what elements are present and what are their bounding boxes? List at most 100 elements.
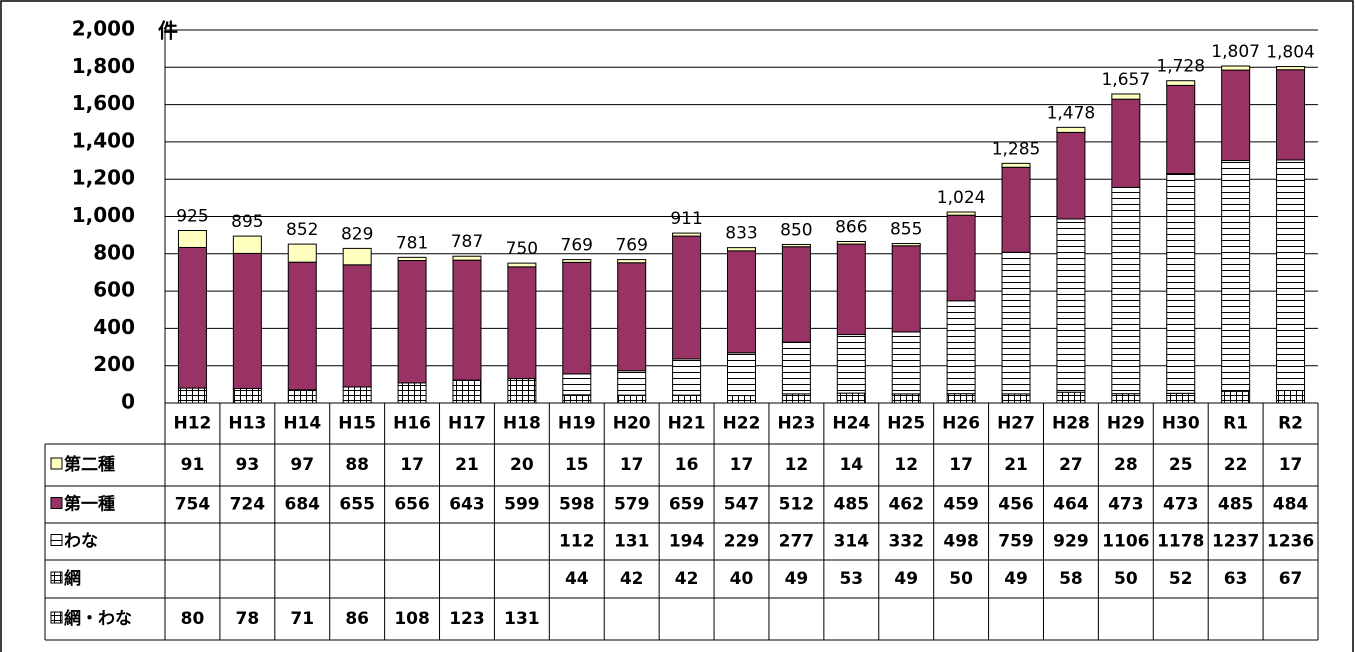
bar-segment bbox=[1111, 93, 1141, 100]
x-tick-label: H30 bbox=[1162, 414, 1200, 434]
table-cell: 22 bbox=[1224, 455, 1248, 475]
total-label: 769 bbox=[561, 236, 593, 256]
bar-segment bbox=[1276, 159, 1306, 392]
table-cell: 40 bbox=[730, 569, 754, 589]
bar-segment bbox=[891, 331, 921, 395]
bar-segment bbox=[672, 358, 702, 396]
bar-segment bbox=[781, 246, 811, 343]
total-label: 850 bbox=[780, 220, 812, 240]
bar-segment bbox=[232, 387, 262, 404]
x-tick-label: H15 bbox=[338, 414, 376, 434]
bar-segment bbox=[1276, 66, 1306, 71]
legend-swatch bbox=[50, 497, 63, 509]
bar-segment bbox=[617, 262, 647, 372]
table-cell: 58 bbox=[1059, 569, 1083, 589]
bar-segment bbox=[452, 255, 482, 261]
bar-segment bbox=[836, 240, 866, 245]
bar-segment bbox=[1001, 162, 1031, 168]
bar-segment bbox=[177, 246, 207, 389]
bar-segment bbox=[177, 229, 207, 248]
legend-label: 第一種 bbox=[64, 494, 115, 515]
table-cell: 659 bbox=[669, 495, 705, 515]
x-tick-label: H29 bbox=[1107, 414, 1145, 434]
x-tick-label: H25 bbox=[887, 414, 925, 434]
table-cell: 314 bbox=[834, 532, 870, 552]
bar-segment bbox=[397, 382, 427, 404]
table-cell: 108 bbox=[394, 609, 430, 629]
table-cell: 17 bbox=[1279, 455, 1303, 475]
table-cell: 1236 bbox=[1267, 532, 1314, 552]
bar-segment bbox=[617, 370, 647, 396]
table-cell: 112 bbox=[559, 532, 595, 552]
table-cell: 579 bbox=[614, 495, 650, 515]
table-cell: 1178 bbox=[1157, 532, 1204, 552]
table-cell: 14 bbox=[839, 455, 863, 475]
table-cell: 1237 bbox=[1212, 532, 1259, 552]
table-cell: 17 bbox=[620, 455, 644, 475]
total-label: 911 bbox=[670, 209, 702, 229]
table-cell: 42 bbox=[675, 569, 699, 589]
table-cell: 598 bbox=[559, 495, 595, 515]
bar-segment bbox=[1166, 84, 1196, 175]
table-cell: 456 bbox=[998, 495, 1034, 515]
bar-segment bbox=[1221, 65, 1251, 71]
table-cell: 49 bbox=[785, 569, 809, 589]
bar-segment bbox=[946, 300, 976, 395]
table-cell: 229 bbox=[724, 532, 760, 552]
total-label: 1,807 bbox=[1211, 42, 1260, 62]
table-cell: 93 bbox=[236, 455, 260, 475]
table-cell: 20 bbox=[510, 455, 534, 475]
total-label: 781 bbox=[396, 233, 428, 253]
table-cell: 53 bbox=[839, 569, 863, 589]
bar-segment bbox=[781, 393, 811, 404]
bar-segment bbox=[562, 394, 592, 404]
total-label: 1,024 bbox=[937, 188, 986, 208]
x-tick-label: H19 bbox=[558, 414, 596, 434]
total-label: 833 bbox=[725, 224, 757, 244]
bar-segment bbox=[727, 395, 756, 404]
x-tick-label: H20 bbox=[613, 414, 651, 434]
table-cell: 131 bbox=[614, 532, 650, 552]
y-tick-label: 2,000 bbox=[72, 17, 135, 41]
bar-segment bbox=[672, 232, 702, 237]
bar-segment bbox=[1056, 131, 1086, 220]
legend-label: 網 bbox=[64, 568, 81, 589]
table-cell: 17 bbox=[949, 455, 973, 475]
x-tick-label: H23 bbox=[777, 414, 815, 434]
table-cell: 80 bbox=[181, 609, 205, 629]
table-cell: 754 bbox=[175, 495, 211, 515]
bar-segment bbox=[1166, 173, 1196, 394]
total-label: 866 bbox=[835, 217, 867, 237]
x-tick-label: H24 bbox=[832, 414, 870, 434]
table-cell: 459 bbox=[943, 495, 979, 515]
table-cell: 17 bbox=[400, 455, 424, 475]
y-tick-label: 1,000 bbox=[72, 203, 135, 227]
legend-swatch bbox=[50, 611, 63, 624]
x-tick-label: H27 bbox=[997, 414, 1035, 434]
bar-segment bbox=[1166, 80, 1196, 86]
bar-segment bbox=[452, 259, 482, 381]
bar-segment bbox=[781, 341, 811, 395]
bar-segment bbox=[1056, 218, 1086, 393]
total-label: 1,478 bbox=[1047, 103, 1096, 123]
bar-segment bbox=[452, 379, 482, 404]
bar-segment bbox=[836, 243, 866, 336]
bar-segment bbox=[232, 252, 262, 389]
table-cell: 52 bbox=[1169, 569, 1193, 589]
y-tick-label: 1,600 bbox=[72, 91, 135, 115]
total-label: 895 bbox=[231, 212, 263, 232]
bar-segment bbox=[672, 394, 702, 404]
table-cell: 50 bbox=[1114, 569, 1138, 589]
bar-segment bbox=[946, 211, 976, 216]
bar-segment bbox=[507, 262, 537, 268]
table-cell: 123 bbox=[449, 609, 485, 629]
table-cell: 12 bbox=[785, 455, 809, 475]
table-cell: 49 bbox=[1004, 569, 1028, 589]
y-tick-label: 400 bbox=[93, 315, 135, 339]
bar-segment bbox=[727, 250, 756, 354]
legend-swatch bbox=[50, 534, 63, 546]
table-cell: 78 bbox=[236, 609, 260, 629]
table-cell: 547 bbox=[724, 495, 760, 515]
table-cell: 656 bbox=[394, 495, 430, 515]
